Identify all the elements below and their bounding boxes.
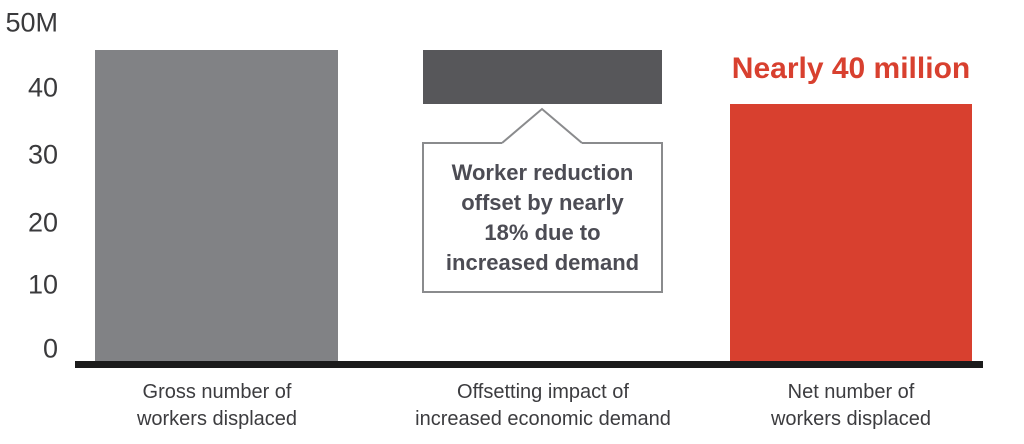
y-tick-20: 20 — [27, 207, 58, 238]
category-label-net: Net number of workers displaced — [691, 379, 1011, 433]
bar-offsetting-demand — [423, 50, 662, 105]
y-tick-0: 0 — [42, 333, 58, 364]
y-tick-10: 10 — [27, 269, 58, 300]
callout-box: Worker reduction offset by nearly 18% du… — [422, 142, 663, 293]
category-label-line: increased economic demand — [415, 408, 671, 430]
callout-line-3: 18% due to — [484, 220, 601, 245]
category-label-line: workers displaced — [136, 408, 298, 430]
bar-net-displaced — [730, 104, 972, 362]
category-label-gross: Gross number of workers displaced — [57, 379, 377, 433]
bar-gross-displaced — [95, 50, 338, 362]
y-tick-40: 40 — [27, 72, 58, 103]
callout-text: Worker reduction offset by nearly 18% du… — [424, 158, 661, 278]
callout-line-2: offset by nearly — [461, 190, 624, 215]
callout-line-4: increased demand — [445, 250, 640, 275]
x-axis-line — [75, 361, 983, 368]
category-label-line: Gross number of — [142, 381, 292, 403]
callout-line-1: Worker reduction — [451, 160, 634, 185]
category-label-line: workers displaced — [770, 408, 932, 430]
y-tick-30: 30 — [27, 139, 58, 170]
callout-pointer-icon — [501, 107, 583, 151]
category-label-line: Net number of — [787, 381, 915, 403]
net-bar-annotation: Nearly 40 million — [731, 52, 971, 85]
category-label-offsetting: Offsetting impact of increased economic … — [383, 379, 703, 433]
category-label-line: Offsetting impact of — [457, 381, 629, 403]
y-tick-50m: 50M — [5, 7, 58, 38]
